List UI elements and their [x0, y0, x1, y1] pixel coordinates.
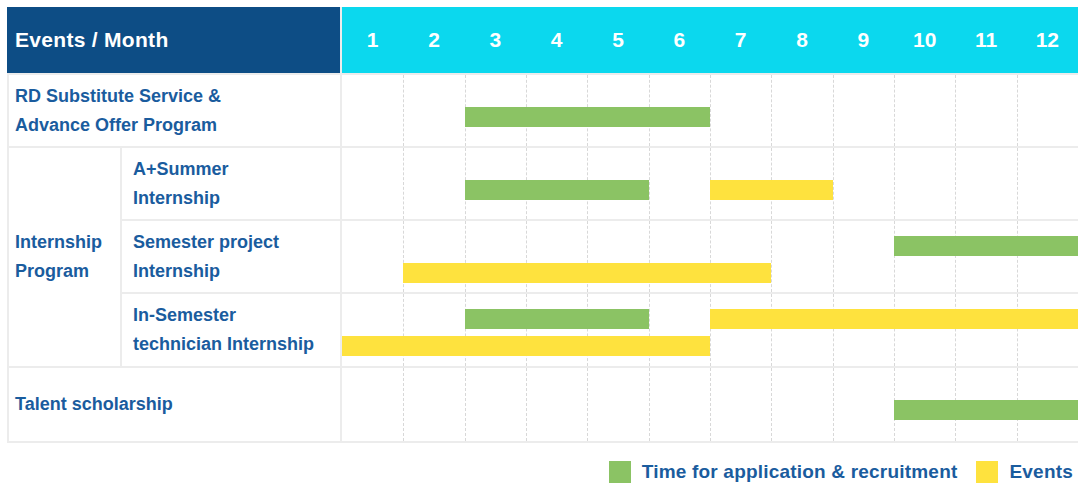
month-header-cell: 8	[771, 7, 832, 73]
month-divider	[649, 148, 650, 219]
row-label-line: Advance Offer Program	[15, 111, 340, 140]
month-divider	[894, 75, 895, 146]
row-label-line: technician Internship	[133, 330, 340, 359]
month-header-cell: 4	[526, 7, 587, 73]
month-divider	[1017, 148, 1018, 219]
row-label-semester-project-internship: Semester projectInternship	[120, 219, 340, 292]
gantt-bar-events	[710, 180, 833, 200]
month-divider	[710, 368, 711, 441]
gantt-bar-application	[465, 180, 649, 200]
row-label-line: Internship	[133, 257, 340, 286]
month-divider	[833, 221, 834, 292]
month-divider	[1017, 75, 1018, 146]
month-divider	[955, 75, 956, 146]
month-divider	[1017, 221, 1018, 292]
month-divider	[955, 294, 956, 366]
chart-row-a-plus-summer-internship	[340, 146, 1078, 219]
month-header-cell: 2	[403, 7, 464, 73]
month-header-cell: 3	[465, 7, 526, 73]
header-title: Events / Month	[15, 28, 169, 52]
row-label-line: A+Summer	[133, 155, 340, 184]
month-divider	[403, 75, 404, 146]
group-label-line: Program	[15, 257, 120, 286]
row-label-talent-scholarship: Talent scholarship	[7, 366, 340, 441]
legend-item-application: Time for application & recruitment	[609, 461, 958, 483]
gantt-bar-events	[403, 263, 771, 283]
month-header-cell: 6	[649, 7, 710, 73]
gantt-bar-application	[894, 400, 1078, 420]
month-divider	[649, 368, 650, 441]
gantt-bar-events	[710, 309, 1078, 329]
application-swatch-icon	[609, 461, 631, 483]
row-label-line: Talent scholarship	[15, 390, 340, 419]
chart-row-in-semester-technician-internship	[340, 292, 1078, 366]
gantt-bar-application	[465, 309, 649, 329]
month-divider	[771, 294, 772, 366]
month-divider	[894, 221, 895, 292]
month-divider	[833, 368, 834, 441]
month-divider	[403, 368, 404, 441]
chart-row-talent-scholarship	[340, 366, 1078, 441]
row-label-a-plus-summer-internship: A+SummerInternship	[120, 146, 340, 219]
group-label-line: Internship	[15, 228, 120, 257]
legend-label-events: Events	[1009, 461, 1073, 483]
events-swatch-icon	[976, 461, 998, 483]
month-divider	[403, 148, 404, 219]
legend: Time for application & recruitment Event…	[609, 461, 1073, 483]
month-header-cell: 7	[710, 7, 771, 73]
month-header-cell: 1	[342, 7, 403, 73]
month-header-cell: 10	[894, 7, 955, 73]
gantt-bar-application	[894, 236, 1078, 256]
row-label-line: RD Substitute Service &	[15, 82, 340, 111]
month-divider	[771, 368, 772, 441]
gantt-bar-events	[342, 336, 710, 356]
month-divider	[955, 148, 956, 219]
month-divider	[833, 294, 834, 366]
month-divider	[710, 75, 711, 146]
month-divider	[894, 148, 895, 219]
month-divider	[894, 294, 895, 366]
month-divider	[710, 294, 711, 366]
month-divider	[526, 368, 527, 441]
month-divider	[465, 368, 466, 441]
month-header-cell: 12	[1017, 7, 1078, 73]
row-label-line: In-Semester	[133, 301, 340, 330]
row-label-in-semester-technician-internship: In-Semestertechnician Internship	[120, 292, 340, 366]
gantt-table: Events / Month 123456789101112 Internshi…	[7, 7, 1078, 443]
chart-row-rd-substitute-service	[340, 73, 1078, 146]
month-divider	[833, 75, 834, 146]
row-label-line: Semester project	[133, 228, 340, 257]
month-header: 123456789101112	[340, 7, 1078, 73]
month-divider	[771, 221, 772, 292]
row-label-rd-substitute-service: RD Substitute Service &Advance Offer Pro…	[7, 73, 340, 146]
month-divider	[1017, 294, 1018, 366]
month-header-cell: 11	[955, 7, 1016, 73]
month-header-cell: 9	[833, 7, 894, 73]
month-divider	[587, 368, 588, 441]
legend-label-application: Time for application & recruitment	[642, 461, 958, 483]
gantt-page: Events / Month 123456789101112 Internshi…	[0, 0, 1080, 494]
legend-item-events: Events	[976, 461, 1073, 483]
month-divider	[771, 75, 772, 146]
month-divider	[833, 148, 834, 219]
chart-row-semester-project-internship	[340, 219, 1078, 292]
month-header-cell: 5	[587, 7, 648, 73]
month-divider	[955, 221, 956, 292]
gantt-bar-application	[465, 107, 710, 127]
header-title-cell: Events / Month	[7, 7, 340, 73]
row-label-line: Internship	[133, 184, 340, 213]
group-label-internship-program: InternshipProgram	[7, 146, 120, 366]
